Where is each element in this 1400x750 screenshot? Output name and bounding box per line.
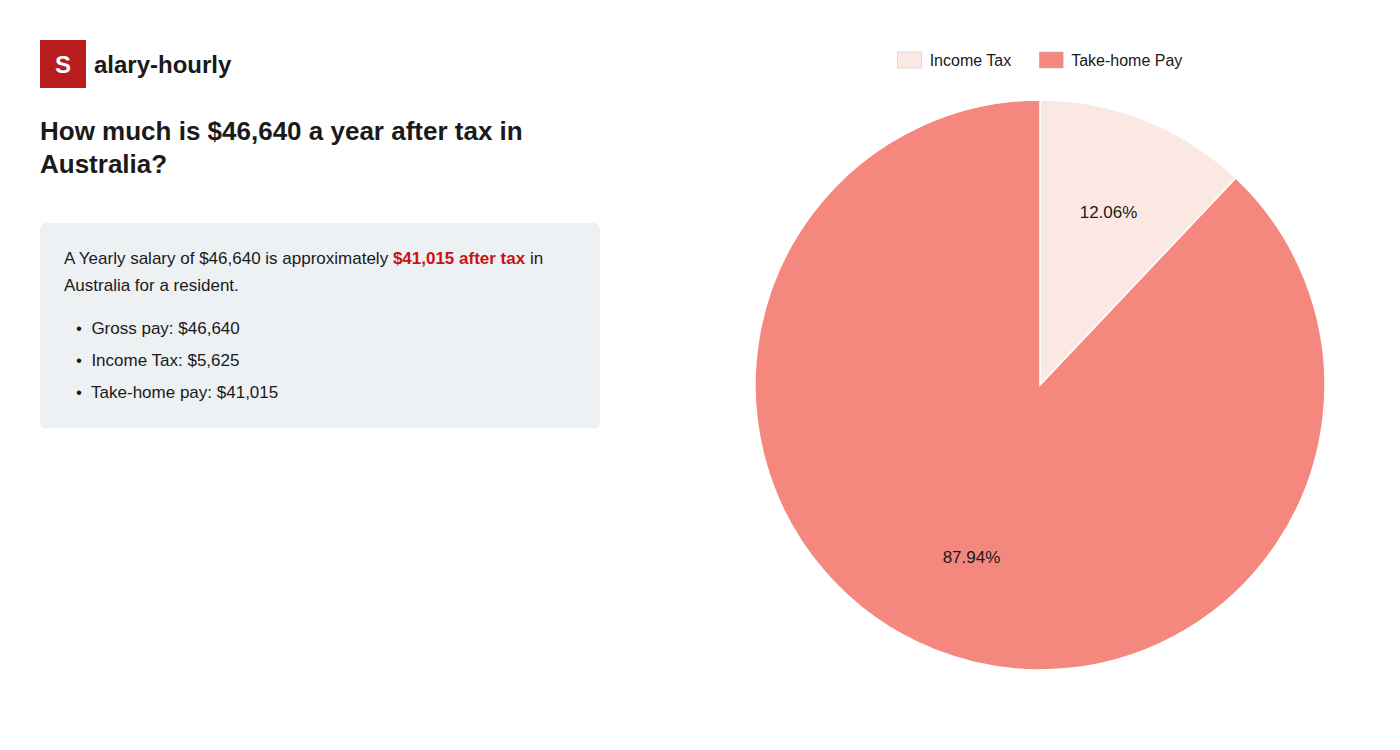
title-line: How much is $46,640 a year after tax in — [40, 116, 523, 146]
summary-part: $41,015 after tax — [393, 249, 526, 268]
pie-slice — [755, 100, 1325, 670]
legend-label: Income Tax — [930, 52, 1012, 69]
logo-box — [40, 40, 86, 88]
summary-part: Australia for a resident. — [64, 276, 239, 295]
pie — [755, 100, 1325, 670]
title: How much is $46,640 a year after tax inA… — [40, 116, 523, 179]
legend-swatch — [898, 52, 922, 68]
legend: Income Tax Take-home Pay — [898, 52, 1183, 69]
legend-item: Income Tax — [898, 52, 1012, 69]
bullet: • Income Tax: $5,625 — [76, 351, 239, 370]
summary-line: Australia for a resident. — [64, 276, 239, 295]
chart: Salary-hourly How much is $46,640 a year … — [0, 0, 1400, 750]
legend-label: Take-home Pay — [1071, 52, 1182, 69]
logo: Salary-hourly — [40, 40, 232, 88]
data-label: 12.06% — [1080, 203, 1138, 222]
legend-item: Take-home Pay — [1039, 52, 1182, 69]
logo-letter: S — [55, 51, 71, 78]
info-box-bg — [40, 223, 600, 428]
info-box: A Yearly salary of $46,640 is approximat… — [40, 223, 600, 428]
data-labels: 12.06% 87.94% — [943, 203, 1138, 566]
legend-swatch — [1039, 52, 1063, 68]
summary-part: A Yearly salary of $46,640 is approximat… — [64, 249, 393, 268]
bullet: • Take-home pay: $41,015 — [76, 383, 278, 402]
logo-text: alary-hourly — [94, 51, 232, 78]
summary-line: A Yearly salary of $46,640 is approximat… — [64, 249, 543, 268]
title-line: Australia? — [40, 149, 167, 179]
bullet: • Gross pay: $46,640 — [76, 319, 240, 338]
summary-part: in — [525, 249, 543, 268]
data-label: 87.94% — [943, 548, 1001, 567]
